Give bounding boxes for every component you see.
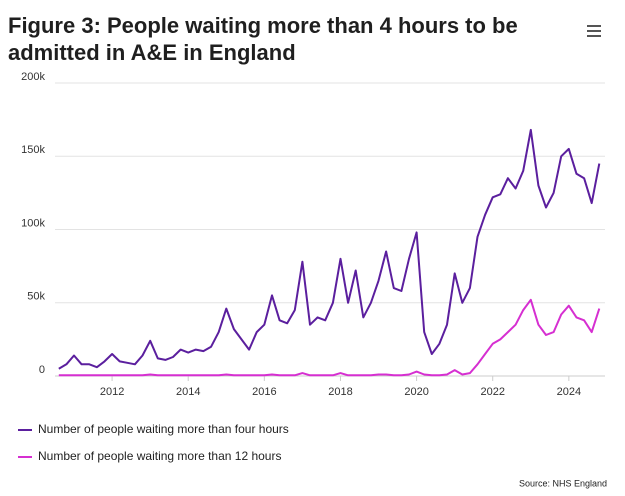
y-tick-label: 200k (21, 71, 45, 83)
legend-label: Number of people waiting more than four … (38, 422, 289, 436)
y-tick-label: 150k (21, 144, 45, 156)
series-line (58, 128, 601, 370)
y-tick-label: 50k (27, 291, 45, 303)
y-tick-label: 0 (39, 364, 45, 376)
chart-title: Figure 3: People waiting more than 4 hou… (8, 13, 518, 65)
y-tick-label: 100k (21, 217, 45, 229)
x-tick-label: 2018 (328, 386, 352, 398)
x-tick-label: 2022 (480, 386, 504, 398)
x-tick-label: 2012 (100, 386, 124, 398)
source: Source: NHS England (519, 478, 607, 488)
series-line (58, 298, 601, 377)
x-tick-label: 2014 (176, 386, 200, 398)
x-tick-label: 2016 (252, 386, 276, 398)
x-tick-label: 2020 (404, 386, 428, 398)
menu-icon[interactable] (587, 25, 601, 37)
legend-label: Number of people waiting more than 12 ho… (38, 449, 281, 463)
x-tick-label: 2024 (557, 386, 581, 398)
